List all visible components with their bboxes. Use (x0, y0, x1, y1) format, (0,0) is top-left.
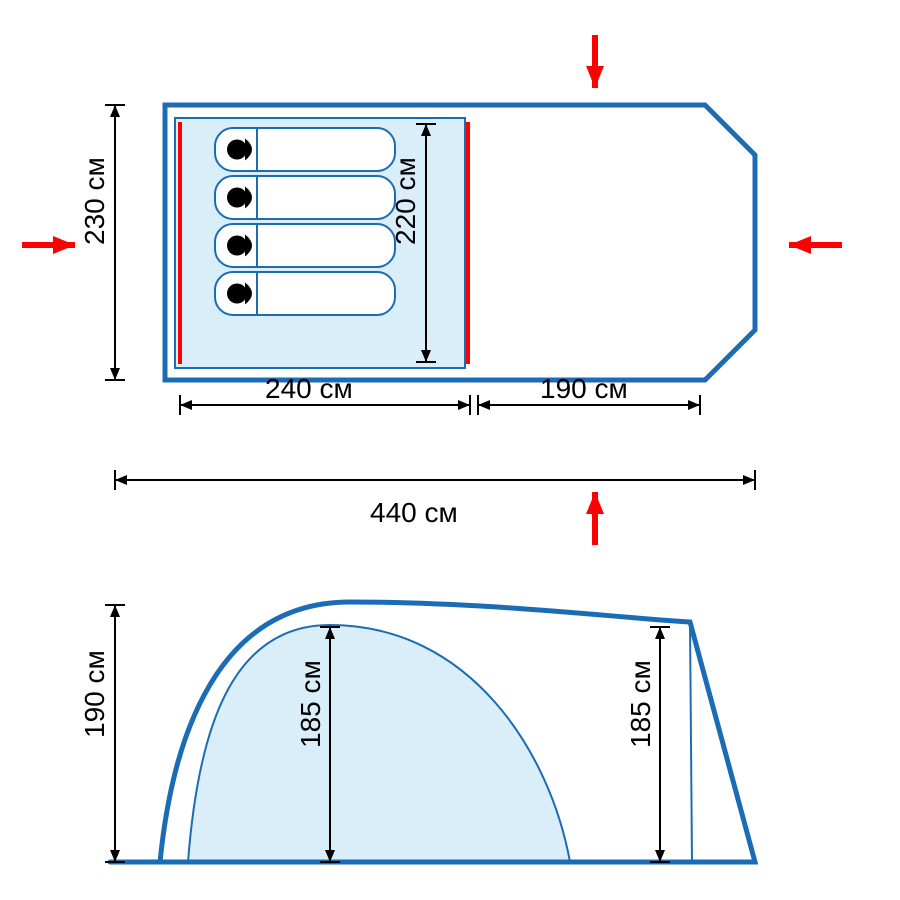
dimension-label: 240 см (265, 373, 353, 404)
sleeping-person-icon (215, 272, 395, 315)
entry-arrow (22, 236, 75, 254)
dimension-label: 185 см (625, 660, 656, 748)
sleeping-person-icon (215, 176, 395, 219)
sleeping-person-icon (215, 128, 395, 171)
dimension-label: 220 см (390, 157, 421, 245)
dimension-label: 190 см (540, 373, 628, 404)
dimension-label: 440 см (370, 497, 458, 528)
entry-arrow (586, 492, 604, 545)
dimension-label: 185 см (295, 660, 326, 748)
dimension-label: 230 см (79, 157, 110, 245)
dimension-label: 190 см (79, 650, 110, 738)
entry-arrow (789, 236, 842, 254)
sleeping-person-icon (215, 224, 395, 267)
entry-arrow (586, 35, 604, 88)
